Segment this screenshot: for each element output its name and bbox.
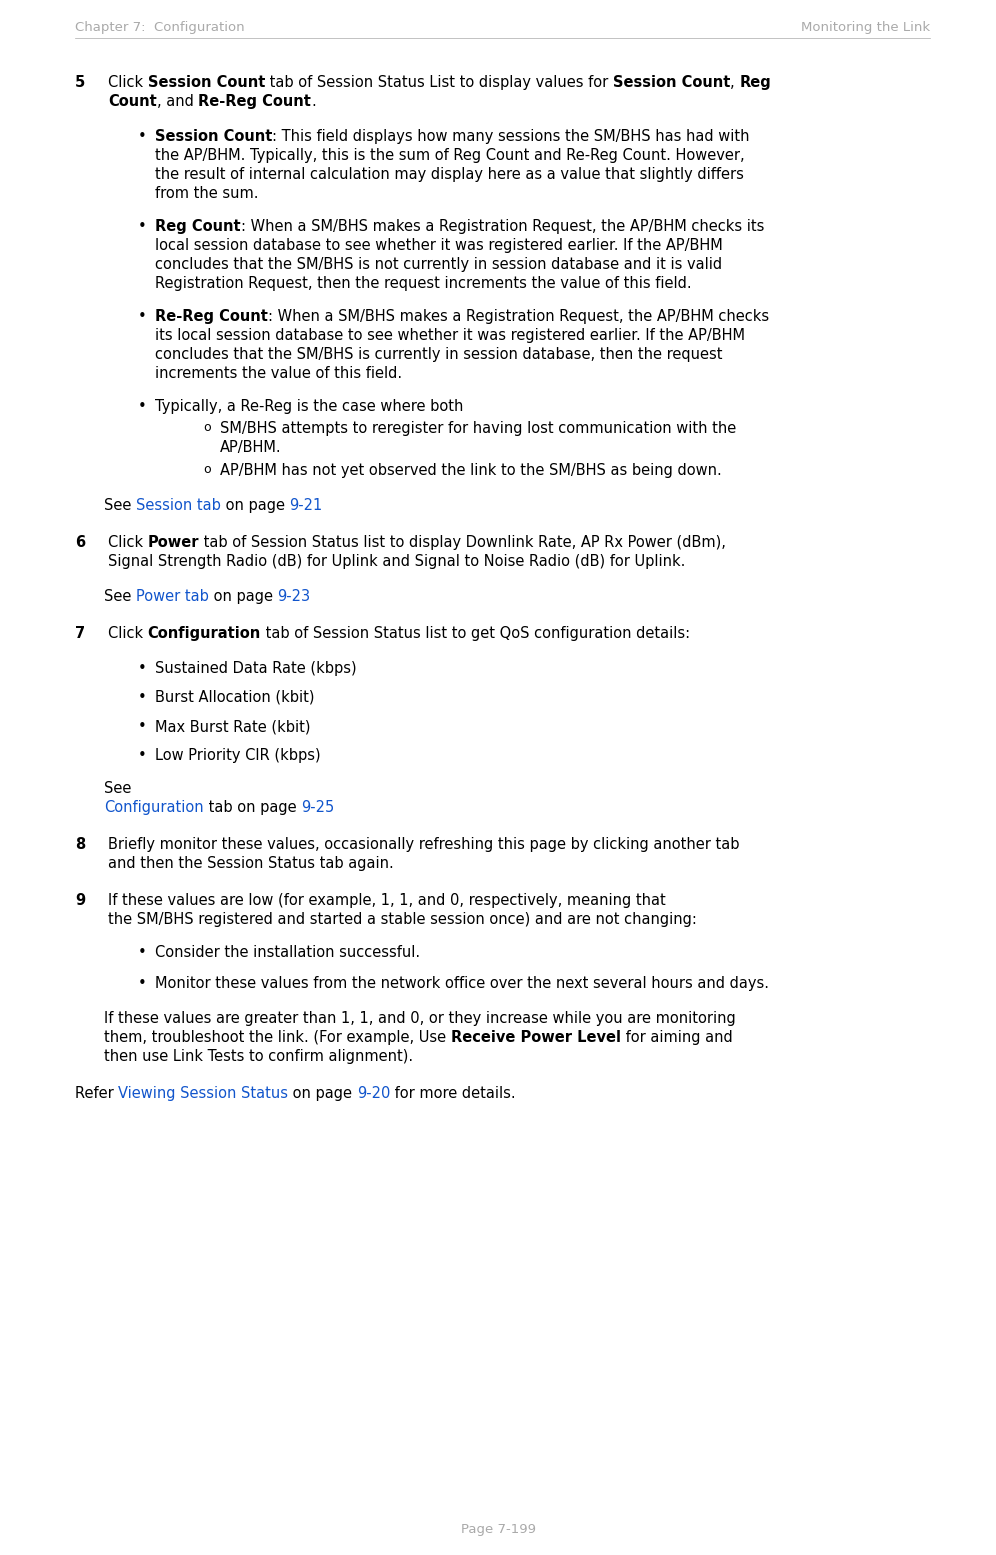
Text: Click: Click (108, 535, 147, 550)
Text: 9-23: 9-23 (278, 589, 311, 603)
Text: tab of Session Status List to display values for: tab of Session Status List to display va… (265, 75, 613, 90)
Text: Click: Click (108, 627, 147, 641)
Text: Re-Reg Count: Re-Reg Count (198, 93, 311, 109)
Text: Max Burst Rate (kbit): Max Burst Rate (kbit) (155, 718, 311, 734)
Text: Consider the installation successful.: Consider the installation successful. (155, 945, 420, 959)
Text: Page 7-199: Page 7-199 (460, 1524, 536, 1536)
Text: o: o (203, 463, 210, 476)
Text: If these values are low (for example, 1, 1, and 0, respectively, meaning that: If these values are low (for example, 1,… (108, 893, 665, 908)
Text: Low Priority CIR (kbps): Low Priority CIR (kbps) (155, 748, 321, 764)
Text: 5: 5 (75, 75, 86, 90)
Text: Session Count: Session Count (147, 75, 265, 90)
Text: increments the value of this field.: increments the value of this field. (155, 365, 402, 381)
Text: tab on page: tab on page (203, 799, 301, 815)
Text: concludes that the SM/BHS is currently in session database, then the request: concludes that the SM/BHS is currently i… (155, 347, 722, 362)
Text: Registration Request, then the request increments the value of this field.: Registration Request, then the request i… (155, 275, 691, 291)
Text: 8: 8 (75, 837, 86, 852)
Text: 6: 6 (75, 535, 85, 550)
Text: 9-21: 9-21 (290, 498, 323, 513)
Text: concludes that the SM/BHS is not currently in session database and it is valid: concludes that the SM/BHS is not current… (155, 257, 722, 272)
Text: Configuration: Configuration (104, 799, 203, 815)
Text: •: • (138, 690, 146, 704)
Text: SM/BHS attempts to reregister for having lost communication with the: SM/BHS attempts to reregister for having… (220, 421, 736, 435)
Text: See: See (104, 498, 136, 513)
Text: for more details.: for more details. (390, 1085, 516, 1101)
Text: Count: Count (108, 93, 156, 109)
Text: from the sum.: from the sum. (155, 187, 259, 201)
Text: for aiming and: for aiming and (621, 1029, 732, 1045)
Text: AP/BHM.: AP/BHM. (220, 440, 282, 456)
Text: Power tab: Power tab (136, 589, 209, 603)
Text: See: See (104, 781, 131, 796)
Text: •: • (138, 977, 146, 991)
Text: •: • (138, 309, 146, 323)
Text: Reg Count: Reg Count (155, 219, 241, 233)
Text: Monitoring the Link: Monitoring the Link (801, 22, 930, 34)
Text: on page: on page (221, 498, 290, 513)
Text: Briefly monitor these values, occasionally refreshing this page by clicking anot: Briefly monitor these values, occasional… (108, 837, 739, 852)
Text: tab of Session Status list to display Downlink Rate, AP Rx Power (dBm),: tab of Session Status list to display Do… (199, 535, 726, 550)
Text: •: • (138, 129, 146, 145)
Text: •: • (138, 748, 146, 764)
Text: Re-Reg Count: Re-Reg Count (155, 309, 268, 323)
Text: Refer: Refer (75, 1085, 119, 1101)
Text: •: • (138, 718, 146, 734)
Text: Reg: Reg (740, 75, 771, 90)
Text: on page: on page (289, 1085, 357, 1101)
Text: .: . (311, 93, 316, 109)
Text: AP/BHM has not yet observed the link to the SM/BHS as being down.: AP/BHM has not yet observed the link to … (220, 463, 722, 477)
Text: Click: Click (108, 75, 147, 90)
Text: o: o (203, 421, 210, 434)
Text: the SM/BHS registered and started a stable session once) and are not changing:: the SM/BHS registered and started a stab… (108, 911, 697, 927)
Text: ,: , (730, 75, 740, 90)
Text: •: • (138, 219, 146, 233)
Text: on page: on page (209, 589, 278, 603)
Text: •: • (138, 400, 146, 414)
Text: and then the Session Status tab again.: and then the Session Status tab again. (108, 855, 393, 871)
Text: Signal Strength Radio (dB) for Uplink and Signal to Noise Radio (dB) for Uplink.: Signal Strength Radio (dB) for Uplink an… (108, 554, 685, 569)
Text: 9-25: 9-25 (301, 799, 334, 815)
Text: Configuration: Configuration (147, 627, 261, 641)
Text: local session database to see whether it was registered earlier. If the AP/BHM: local session database to see whether it… (155, 238, 723, 253)
Text: If these values are greater than 1, 1, and 0, or they increase while you are mon: If these values are greater than 1, 1, a… (104, 1011, 736, 1026)
Text: Sustained Data Rate (kbps): Sustained Data Rate (kbps) (155, 661, 357, 676)
Text: the AP/BHM. Typically, this is the sum of Reg Count and Re-Reg Count. However,: the AP/BHM. Typically, this is the sum o… (155, 148, 745, 163)
Text: then use Link Tests to confirm alignment).: then use Link Tests to confirm alignment… (104, 1050, 413, 1064)
Text: 7: 7 (75, 627, 85, 641)
Text: : This field displays how many sessions the SM/BHS has had with: : This field displays how many sessions … (272, 129, 750, 145)
Text: Typically, a Re-Reg is the case where both: Typically, a Re-Reg is the case where bo… (155, 400, 463, 414)
Text: : When a SM/BHS makes a Registration Request, the AP/BHM checks its: : When a SM/BHS makes a Registration Req… (241, 219, 764, 233)
Text: •: • (138, 661, 146, 676)
Text: tab of Session Status list to get QoS configuration details:: tab of Session Status list to get QoS co… (261, 627, 690, 641)
Text: the result of internal calculation may display here as a value that slightly dif: the result of internal calculation may d… (155, 166, 744, 182)
Text: , and: , and (156, 93, 198, 109)
Text: Session Count: Session Count (613, 75, 730, 90)
Text: : When a SM/BHS makes a Registration Request, the AP/BHM checks: : When a SM/BHS makes a Registration Req… (268, 309, 769, 323)
Text: 9-20: 9-20 (357, 1085, 390, 1101)
Text: them, troubleshoot the link. (For example, Use: them, troubleshoot the link. (For exampl… (104, 1029, 451, 1045)
Text: Chapter 7:  Configuration: Chapter 7: Configuration (75, 22, 245, 34)
Text: Power: Power (147, 535, 199, 550)
Text: Monitor these values from the network office over the next several hours and day: Monitor these values from the network of… (155, 977, 769, 991)
Text: •: • (138, 945, 146, 959)
Text: its local session database to see whether it was registered earlier. If the AP/B: its local session database to see whethe… (155, 328, 745, 344)
Text: 9: 9 (75, 893, 85, 908)
Text: Session tab: Session tab (136, 498, 221, 513)
Text: Session Count: Session Count (155, 129, 272, 145)
Text: See: See (104, 589, 136, 603)
Text: Receive Power Level: Receive Power Level (451, 1029, 621, 1045)
Text: Burst Allocation (kbit): Burst Allocation (kbit) (155, 690, 315, 704)
Text: Viewing Session Status: Viewing Session Status (119, 1085, 289, 1101)
